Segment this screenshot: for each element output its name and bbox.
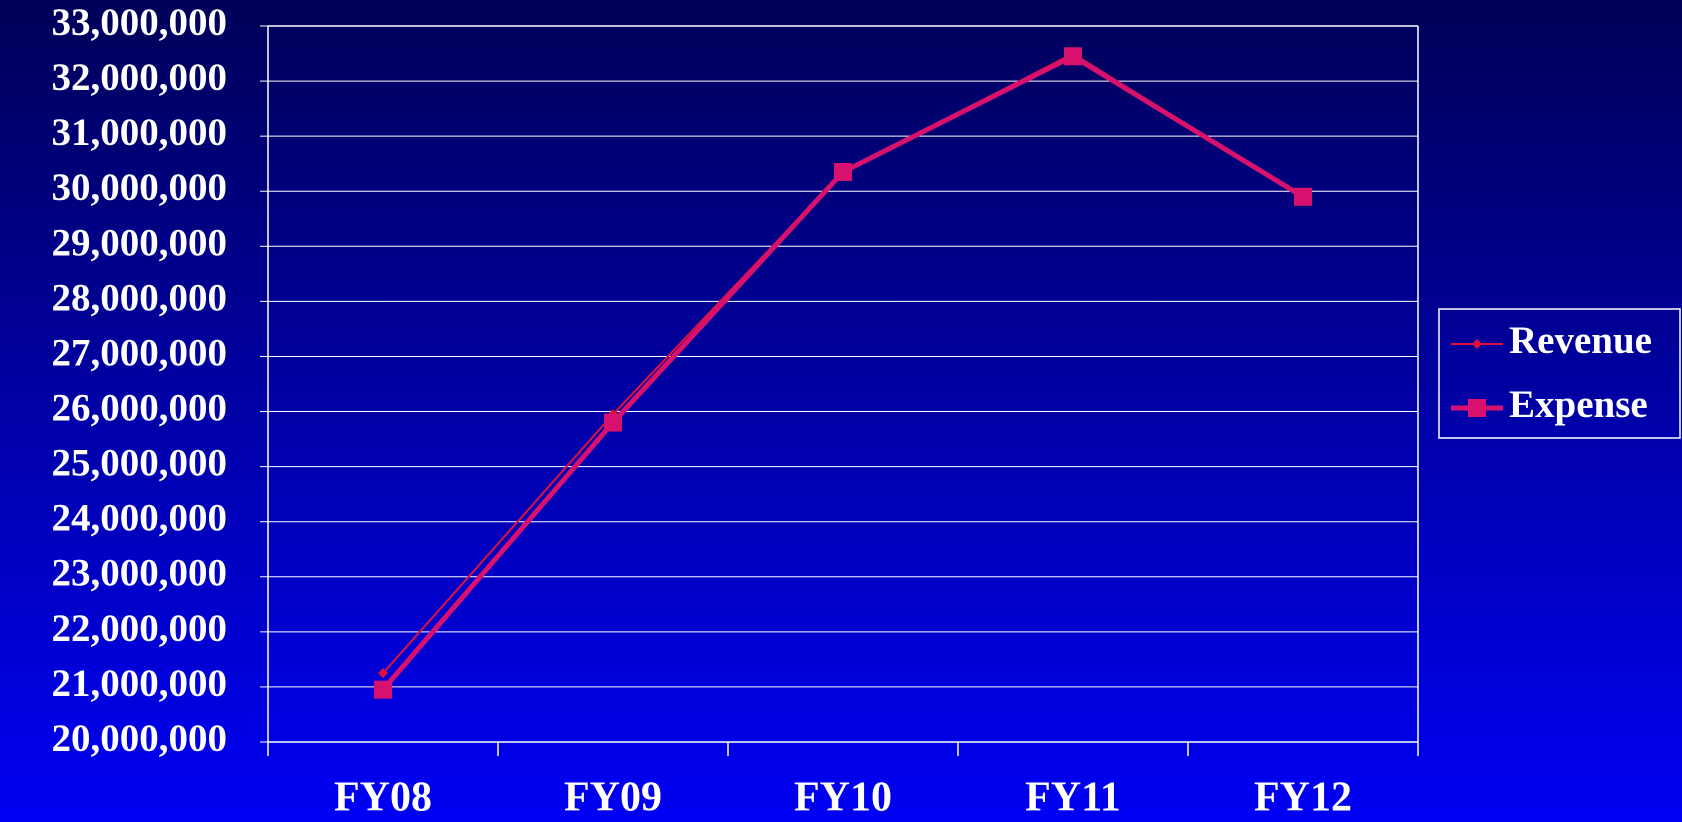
y-tick-label: 32,000,000: [52, 56, 228, 99]
y-tick-label: 23,000,000: [52, 552, 228, 595]
legend-label: Expense: [1509, 383, 1648, 426]
legend-marker: [1468, 399, 1486, 417]
y-tick-label: 28,000,000: [52, 276, 228, 319]
x-tick-label: FY12: [1254, 775, 1352, 821]
x-tick-label: FY09: [564, 775, 662, 821]
x-tick-label: FY08: [334, 775, 432, 821]
y-tick-label: 33,000,000: [52, 1, 228, 44]
y-tick-label: 22,000,000: [52, 607, 228, 650]
y-tick-label: 27,000,000: [52, 331, 228, 374]
data-point: [1294, 187, 1312, 206]
x-tick-label: FY11: [1025, 775, 1121, 821]
y-tick-label: 24,000,000: [52, 497, 228, 540]
data-point: [378, 668, 388, 679]
y-tick-label: 21,000,000: [52, 662, 228, 705]
data-point: [1064, 47, 1082, 66]
legend-marker: [1472, 339, 1482, 349]
legend-box: [1438, 308, 1681, 439]
data-point: [374, 680, 392, 699]
data-point: [604, 413, 622, 432]
y-tick-label: 29,000,000: [52, 221, 228, 264]
y-tick-label: 26,000,000: [52, 386, 228, 429]
legend-label: Revenue: [1509, 319, 1652, 362]
y-tick-label: 25,000,000: [52, 442, 228, 485]
x-tick-label: FY10: [794, 775, 892, 821]
y-tick-label: 20,000,000: [52, 717, 228, 760]
y-tick-label: 31,000,000: [52, 111, 228, 154]
y-tick-label: 30,000,000: [52, 166, 228, 209]
data-point: [834, 162, 852, 181]
